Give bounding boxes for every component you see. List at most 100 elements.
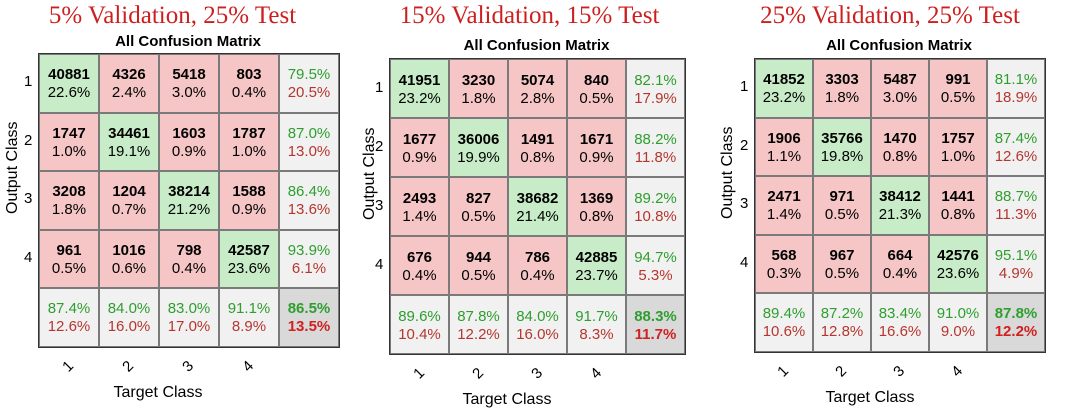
cell-percent: 23.2% xyxy=(398,89,441,107)
cell-value: 3303 xyxy=(825,71,859,89)
column-tick-label: 1 xyxy=(59,357,78,375)
column-summary-cell: 83.0% 17.0% xyxy=(159,288,219,347)
cell-percent: 13.0% xyxy=(287,142,331,160)
cell-percent: 0.9% xyxy=(579,148,614,166)
matrix-cell: 798 0.4% xyxy=(159,229,219,288)
cell-value: 3208 xyxy=(52,183,86,201)
cell-percent: 0.8% xyxy=(579,207,614,225)
cell-value: 786 xyxy=(524,248,551,266)
matrix-cell: 1747 1.0% xyxy=(39,112,99,171)
cell-value: 82.1% xyxy=(634,71,677,89)
matrix-cell: 1204 0.7% xyxy=(99,171,159,230)
row-tick-label: 4 xyxy=(375,255,384,273)
matrix-cell: 1671 0.9% xyxy=(567,118,626,177)
confusion-matrix-panel: 25% Validation, 25% Test All Confusion Ma… xyxy=(715,0,1065,408)
cell-value: 971 xyxy=(829,188,855,206)
cell-percent: 0.4% xyxy=(402,266,437,284)
cell-percent: 0.9% xyxy=(171,142,207,160)
cell-percent: 19.9% xyxy=(457,148,500,166)
cell-value: 798 xyxy=(176,241,202,259)
cell-percent: 17.0% xyxy=(167,318,211,336)
cell-value: 5074 xyxy=(520,71,555,89)
cell-value: 81.1% xyxy=(994,71,1038,89)
matrix-cell: 35766 19.8% xyxy=(813,117,871,176)
matrix-cell: 42576 23.6% xyxy=(929,234,987,293)
cell-percent: 4.9% xyxy=(998,264,1034,282)
cell-percent: 13.5% xyxy=(287,318,331,336)
column-tick-label: 1 xyxy=(774,362,793,380)
matrix-cell: 1588 0.9% xyxy=(219,171,279,230)
cell-percent: 2.4% xyxy=(111,84,147,102)
cell-value: 89.2% xyxy=(634,189,677,207)
cell-percent: 0.9% xyxy=(231,201,267,219)
cell-percent: 3.0% xyxy=(882,89,918,107)
matrix-cell: 944 0.5% xyxy=(449,236,508,295)
cell-value: 91.1% xyxy=(227,300,271,318)
cell-percent: 11.7% xyxy=(634,325,677,343)
cell-percent: 1.4% xyxy=(402,207,437,225)
x-axis-label: Target Class xyxy=(462,391,552,408)
matrix-cell: 2471 1.4% xyxy=(755,176,813,235)
cell-value: 42587 xyxy=(228,241,270,259)
cell-value: 1016 xyxy=(112,241,146,259)
cell-value: 944 xyxy=(465,248,492,266)
cell-value: 95.1% xyxy=(994,246,1038,264)
matrix-cell: 664 0.4% xyxy=(871,234,929,293)
row-tick-label: 1 xyxy=(375,78,384,96)
cell-percent: 21.3% xyxy=(878,206,922,224)
column-tick-label: 3 xyxy=(890,362,909,380)
cell-value: 87.2% xyxy=(820,305,864,323)
cell-percent: 21.4% xyxy=(516,207,559,225)
cell-value: 1491 xyxy=(520,130,555,148)
overall-accuracy-cell: 86.5% 13.5% xyxy=(279,288,339,347)
row-tick-label: 2 xyxy=(375,137,384,155)
row-summary-cell: 82.1% 17.9% xyxy=(626,59,685,118)
confusion-matrix-panel: 15% Validation, 15% Test All Confusion Ma… xyxy=(357,0,702,408)
cell-percent: 0.9% xyxy=(402,148,437,166)
cell-percent: 0.5% xyxy=(824,206,860,224)
matrix-cell: 840 0.5% xyxy=(567,59,626,118)
cell-percent: 21.2% xyxy=(167,201,211,219)
cell-percent: 1.8% xyxy=(824,89,860,107)
cell-value: 1204 xyxy=(112,183,146,201)
cell-percent: 19.1% xyxy=(107,142,151,160)
matrix-cell: 676 0.4% xyxy=(390,236,449,295)
cell-percent: 12.6% xyxy=(994,147,1038,165)
panel-title: 25% Validation, 25% Test xyxy=(760,2,1020,29)
cell-value: 967 xyxy=(829,246,855,264)
cell-value: 83.0% xyxy=(167,300,211,318)
cell-percent: 5.3% xyxy=(638,266,673,284)
cell-percent: 20.5% xyxy=(287,84,331,102)
matrix-cell: 1491 0.8% xyxy=(508,118,567,177)
cell-value: 1906 xyxy=(767,129,801,147)
cell-value: 1441 xyxy=(941,188,975,206)
cell-value: 89.4% xyxy=(762,305,806,323)
matrix-cell: 1603 0.9% xyxy=(159,112,219,171)
cell-value: 4326 xyxy=(112,66,146,84)
cell-percent: 0.4% xyxy=(171,259,207,277)
cell-value: 1757 xyxy=(941,129,975,147)
matrix-title: All Confusion Matrix xyxy=(463,37,610,54)
matrix-cell: 971 0.5% xyxy=(813,176,871,235)
column-tick-label: 4 xyxy=(948,362,967,380)
matrix-cell: 41852 23.2% xyxy=(755,59,813,118)
cell-value: 40881 xyxy=(48,66,90,84)
cell-percent: 0.4% xyxy=(520,266,555,284)
row-tick-label: 2 xyxy=(740,136,749,154)
cell-value: 94.7% xyxy=(634,248,677,266)
cell-percent: 23.6% xyxy=(227,259,271,277)
cell-value: 1588 xyxy=(232,183,266,201)
cell-value: 840 xyxy=(583,71,610,89)
matrix-cell: 4326 2.4% xyxy=(99,54,159,113)
row-summary-cell: 94.7% 5.3% xyxy=(626,236,685,295)
matrix-cell: 803 0.4% xyxy=(219,54,279,113)
column-tick-label: 3 xyxy=(527,364,546,383)
cell-value: 88.7% xyxy=(994,188,1038,206)
row-tick-label: 3 xyxy=(24,190,33,208)
row-summary-cell: 89.2% 10.8% xyxy=(626,177,685,236)
cell-percent: 0.5% xyxy=(579,89,614,107)
row-tick-label: 1 xyxy=(740,78,749,96)
cell-value: 35766 xyxy=(821,129,863,147)
column-summary-cell: 83.4% 16.6% xyxy=(871,293,929,352)
matrix-cell: 1016 0.6% xyxy=(99,229,159,288)
